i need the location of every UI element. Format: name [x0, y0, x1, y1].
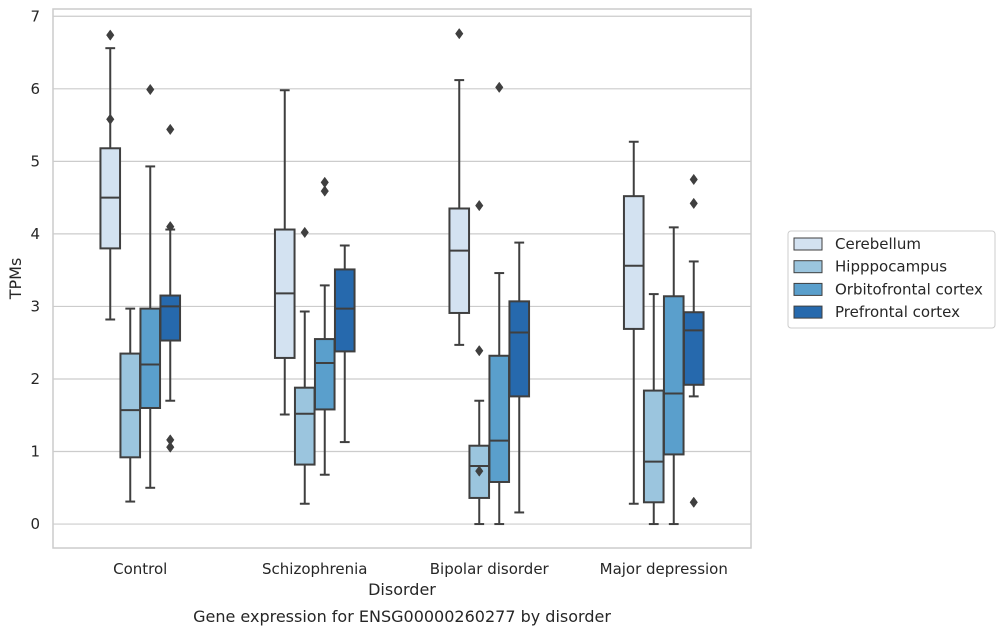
y-tick-label: 2 [30, 370, 40, 388]
outlier-point [689, 197, 698, 210]
outlier-point [455, 28, 464, 40]
box-body [119, 352, 142, 459]
box [468, 199, 491, 526]
box-body [313, 338, 336, 411]
chart-caption: Gene expression for ENSG00000260277 by d… [193, 607, 611, 626]
outlier-point [300, 226, 309, 239]
x-tick-label: Control [113, 560, 167, 578]
box [682, 173, 705, 508]
legend-swatch [793, 237, 823, 251]
legend-item: Orbitofrontal cortex [793, 280, 983, 298]
box [662, 226, 685, 526]
box [508, 241, 531, 514]
outlier-point [689, 173, 698, 186]
box-body [508, 300, 531, 398]
y-tick-label: 7 [30, 7, 40, 25]
box-body [448, 207, 471, 314]
legend-swatch [793, 282, 823, 296]
box [313, 176, 336, 476]
outlier-point [475, 199, 484, 212]
legend-swatch [793, 260, 823, 274]
x-tick-label: Major depression [600, 560, 728, 578]
outlier-point [166, 441, 175, 453]
box [642, 293, 665, 526]
outlier-point [689, 496, 698, 508]
box-body [642, 389, 665, 504]
y-tick-label: 0 [30, 515, 40, 533]
outlier-point [320, 185, 329, 197]
plot-frame [52, 8, 752, 549]
box-body [662, 295, 685, 456]
outlier-point [166, 221, 175, 233]
box-body [488, 354, 511, 483]
legend-label: Orbitofrontal cortex [835, 280, 983, 298]
series-cerebellum [99, 28, 645, 505]
box [293, 226, 316, 505]
box [333, 244, 356, 444]
box [488, 81, 511, 526]
legend-item: Cerebellum [793, 235, 921, 253]
y-tick-label: 3 [30, 297, 40, 315]
outlier-point [106, 113, 115, 125]
box-body [682, 311, 705, 386]
outlier-point [106, 29, 115, 41]
legend: Cerebellum Hipppocampus Orbitofrontal cort… [787, 230, 996, 329]
series-orbitofrontal-cortex [139, 81, 685, 526]
y-tick-label: 5 [30, 152, 40, 170]
box-series-group [99, 28, 705, 526]
y-tick-label: 4 [30, 225, 40, 243]
tick-labels: 0 1 2 3 4 5 6 7 Control Schizophrenia Bipolar diso… [30, 7, 727, 578]
box [622, 140, 645, 505]
box-body [333, 268, 356, 353]
outlier-point [475, 465, 484, 477]
box [99, 29, 122, 321]
outlier-point [495, 81, 504, 93]
legend-item: Prefrontal cortex [793, 303, 960, 321]
y-axis-title: TPMs [6, 258, 25, 301]
y-tick-label: 1 [30, 443, 40, 461]
legend-swatch [793, 305, 823, 319]
legend-label: Cerebellum [835, 235, 921, 253]
legend-item: Hipppocampus [793, 258, 947, 276]
x-tick-label: Schizophrenia [262, 560, 367, 578]
box-body [159, 294, 182, 342]
box-body [622, 195, 645, 330]
legend-label: Prefrontal cortex [835, 303, 960, 321]
box-body [139, 307, 162, 409]
x-axis-title: Disorder [368, 580, 436, 599]
legend-frame [787, 230, 996, 329]
outlier-point [475, 345, 484, 357]
outlier-point [146, 83, 155, 96]
legend-label: Hipppocampus [835, 258, 947, 276]
box [119, 307, 142, 503]
series-prefrontal-cortex [159, 123, 705, 514]
box [273, 89, 296, 416]
box [139, 83, 162, 489]
series-hipppocampus [119, 199, 665, 526]
box [448, 28, 471, 346]
box [159, 123, 182, 453]
x-tick-label: Bipolar disorder [430, 560, 550, 578]
outlier-point [166, 123, 175, 136]
y-tick-label: 6 [30, 80, 40, 98]
box-body [293, 386, 316, 466]
